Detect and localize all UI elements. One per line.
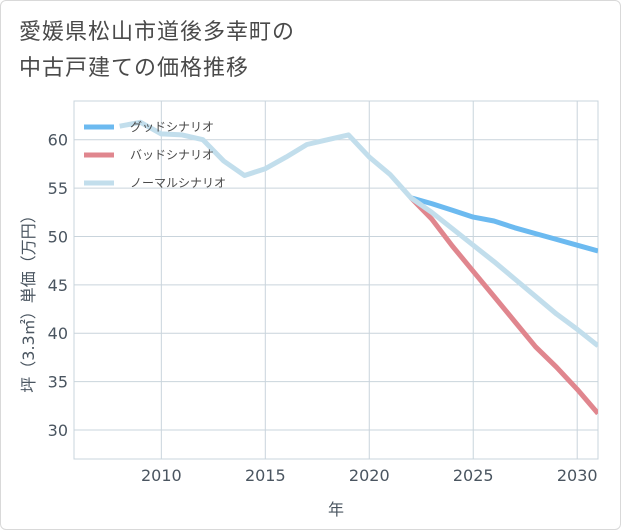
legend-label: グッドシナリオ — [130, 120, 214, 134]
y-tick-label: 50 — [48, 227, 68, 246]
chart-title-line1: 愛媛県松山市道後多幸町の — [19, 20, 296, 45]
y-tick-label: 30 — [48, 421, 68, 440]
series-line-normal — [119, 119, 598, 348]
x-tick-label: 2025 — [453, 466, 494, 485]
y-tick-label: 60 — [48, 131, 68, 150]
y-tick-label: 35 — [48, 373, 68, 392]
legend-label: バッドシナリオ — [130, 148, 214, 162]
y-tick-label: 55 — [48, 179, 68, 198]
x-axis-title: 年 — [328, 500, 344, 519]
plot-area — [73, 100, 599, 460]
chart-title: 愛媛県松山市道後多幸町の 中古戸建ての価格推移 — [19, 15, 295, 87]
series-line-bad — [409, 196, 598, 416]
x-tick-label: 2010 — [141, 466, 182, 485]
x-tick-label: 2020 — [349, 466, 390, 485]
y-tick-label: 45 — [48, 276, 68, 295]
y-axis-title: 坪（3.3㎡）単価（万円） — [19, 207, 38, 392]
series-line-good — [410, 195, 598, 254]
legend-label: ノーマルシナリオ — [130, 176, 226, 190]
chart-title-line2: 中古戸建ての価格推移 — [19, 56, 250, 81]
x-tick-label: 2015 — [245, 466, 286, 485]
y-tick-label: 40 — [48, 324, 68, 343]
x-tick-label: 2030 — [557, 466, 598, 485]
